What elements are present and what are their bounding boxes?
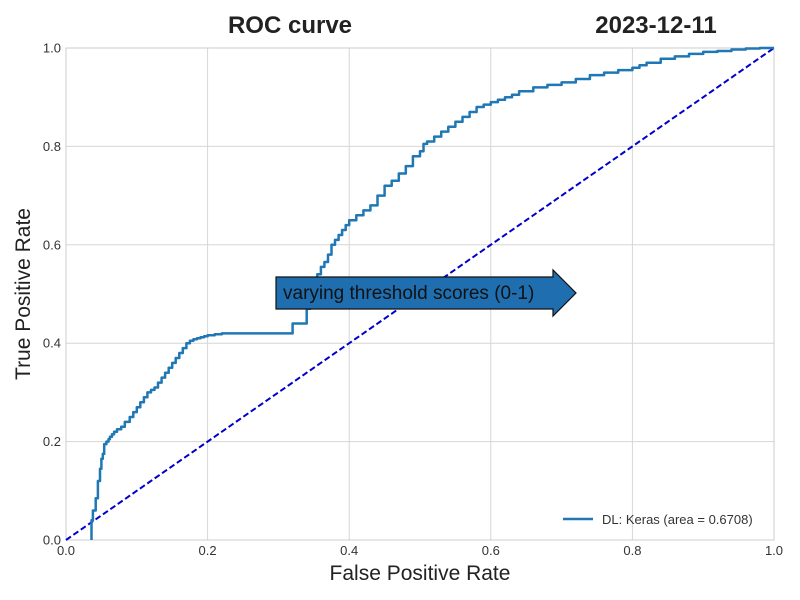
x-tick-label: 0.8 [623, 543, 641, 558]
legend: DL: Keras (area = 0.6708) [563, 512, 753, 527]
x-axis-label: False Positive Rate [330, 562, 511, 585]
annotation-arrow-shape [275, 268, 577, 318]
y-tick-label: 0.8 [43, 139, 61, 154]
y-tick-label: 0.6 [43, 237, 61, 252]
x-tick-label: 0.2 [199, 543, 217, 558]
y-tick-label: 0.2 [43, 434, 61, 449]
chart-title: ROC curve [228, 12, 352, 39]
annotation-arrow: varying threshold scores (0-1) [275, 268, 577, 318]
x-tick-label: 0.0 [57, 543, 75, 558]
y-tick-label: 0.0 [43, 533, 61, 548]
x-tick-label: 0.4 [340, 543, 358, 558]
roc-curve-line [90, 46, 774, 540]
annotation-text: varying threshold scores (0-1) [283, 283, 534, 304]
x-tick-label: 1.0 [765, 543, 783, 558]
y-tick-label: 1.0 [43, 41, 61, 56]
legend-label-roc: DL: Keras (area = 0.6708) [602, 512, 753, 527]
x-tick-labels: 0.0 0.2 0.4 0.6 0.8 1.0 [57, 543, 783, 558]
series-layer [65, 46, 775, 541]
chart-date: 2023-12-11 [595, 12, 716, 39]
y-tick-labels: 0.0 0.2 0.4 0.6 0.8 1.0 [43, 41, 61, 548]
x-tick-label: 0.6 [482, 543, 500, 558]
y-tick-label: 0.4 [43, 336, 61, 351]
plot-frame [65, 47, 775, 541]
y-axis-label: True Positive Rate [12, 208, 35, 380]
